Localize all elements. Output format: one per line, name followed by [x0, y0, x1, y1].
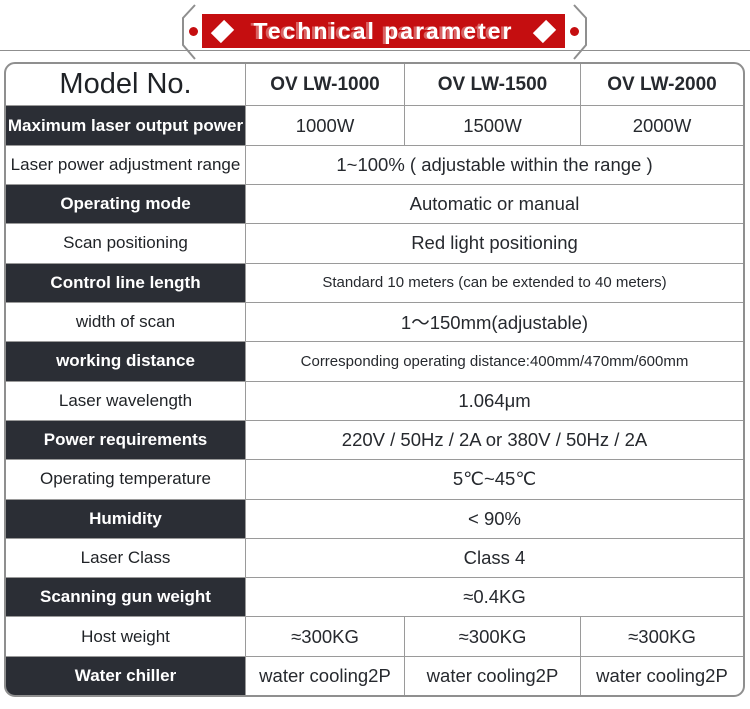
table-row: Scan positioning Red light positioning — [6, 223, 743, 263]
table-row: working distance Corresponding operating … — [6, 341, 743, 381]
banner-area: Technical parameter — [0, 0, 750, 62]
table-row: Scanning gun weight ≈0.4KG — [6, 577, 743, 617]
row-value: ≈300KG — [404, 617, 580, 656]
title-banner: Technical parameter — [202, 14, 565, 48]
table-row: Laser wavelength 1.064μm — [6, 380, 743, 420]
row-value: < 90% — [245, 499, 743, 538]
row-label: Control line length — [6, 263, 245, 302]
row-value: Standard 10 meters (can be extended to 4… — [245, 263, 743, 302]
column-header-model-3: OV LW-2000 — [580, 64, 743, 106]
row-label: Maximum laser output power — [6, 106, 245, 145]
row-value: 1500W — [404, 106, 580, 145]
row-value: 1.064μm — [245, 381, 743, 420]
table-row: Water chiller water cooling2P water coolin… — [6, 655, 743, 695]
row-label: working distance — [6, 342, 245, 381]
row-value: Red light positioning — [245, 224, 743, 263]
row-label: Operating mode — [6, 185, 245, 224]
row-value: Class 4 — [245, 538, 743, 578]
row-value: 1~100% ( adjustable within the range ) — [245, 145, 743, 184]
right-bracket-decoration — [573, 4, 587, 60]
model-no-header: Model No. — [59, 68, 192, 101]
row-value: ≈300KG — [245, 617, 404, 656]
row-label: Host weight — [81, 626, 170, 646]
row-value: water cooling2P — [245, 656, 404, 695]
left-dot-icon — [189, 27, 198, 36]
column-header-model-1: OV LW-1000 — [245, 64, 404, 106]
table-row: Humidity < 90% — [6, 498, 743, 538]
page-title: Technical parameter — [253, 17, 514, 44]
row-label: width of scan — [75, 312, 176, 332]
row-label: Scanning gun weight — [6, 578, 245, 617]
left-bracket-decoration — [182, 4, 196, 60]
table-row: Host weight ≈300KG ≈300KG ≈300KG — [6, 616, 743, 656]
row-value: 1～150mm(adjustable) — [245, 302, 743, 342]
row-value: water cooling2P — [580, 656, 743, 695]
row-value: ≈0.4KG — [245, 578, 743, 617]
row-label: Humidity — [6, 499, 245, 538]
table-row: Control line length Standard 10 meters (c… — [6, 262, 743, 302]
table-row: width of scan 1～150mm(adjustable) — [6, 301, 743, 342]
row-value: ≈300KG — [580, 617, 743, 656]
row-value: 5℃~45℃ — [245, 460, 743, 499]
row-label: Laser Class — [80, 547, 171, 567]
column-header-model-2: OV LW-1500 — [404, 64, 580, 106]
horizontal-rule — [0, 50, 750, 51]
row-label: Laser power adjustment range — [10, 154, 241, 174]
row-value: 2000W — [580, 106, 743, 145]
row-label: Laser wavelength — [58, 390, 193, 410]
table-row: Maximum laser output power 1000W 1500W 2000… — [6, 105, 743, 145]
table-row: Laser Class Class 4 — [6, 537, 743, 578]
right-dot-icon — [570, 27, 579, 36]
table-row: Operating mode Automatic or manual — [6, 184, 743, 224]
row-value: Corresponding operating distance:400mm/4… — [245, 342, 743, 381]
row-label: Scan positioning — [63, 233, 188, 253]
row-value: 1000W — [245, 106, 404, 145]
spec-table: Model No. OV LW-1000 OV LW-1500 OV LW-20… — [4, 62, 745, 697]
table-header-row: Model No. OV LW-1000 OV LW-1500 OV LW-20… — [6, 64, 743, 106]
row-label: Power requirements — [6, 420, 245, 460]
table-row: Laser power adjustment range 1~100% ( adj… — [6, 144, 743, 184]
row-label: Water chiller — [6, 656, 245, 695]
row-value: water cooling2P — [404, 656, 580, 695]
table-row: Operating temperature 5℃~45℃ — [6, 459, 743, 499]
table-row: Power requirements 220V / 50Hz / 2A or 38… — [6, 419, 743, 460]
row-label: Operating temperature — [39, 469, 212, 489]
row-value: 220V / 50Hz / 2A or 380V / 50Hz / 2A — [245, 420, 743, 460]
row-value: Automatic or manual — [245, 185, 743, 224]
